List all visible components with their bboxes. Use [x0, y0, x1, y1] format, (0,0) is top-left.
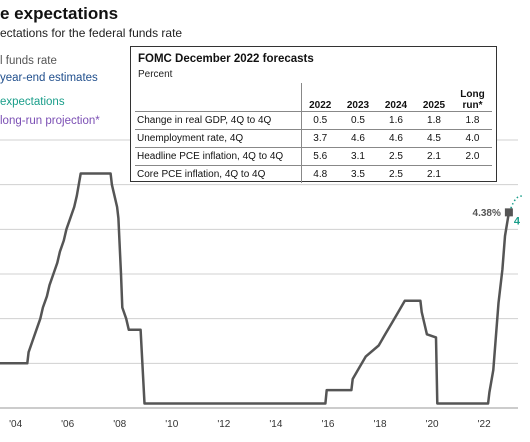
fed-funds-rate-line — [0, 172, 511, 405]
fomc-table-unit: Percent — [138, 69, 173, 80]
table-cell: 1.8 — [453, 111, 492, 130]
table-row: Change in real GDP, 4Q to 4Q 0.5 0.5 1.6… — [135, 111, 492, 130]
table-cell: 2.5 — [377, 165, 415, 183]
table-cell: 1.8 — [415, 111, 453, 130]
table-cell: 2.1 — [415, 147, 453, 166]
table-cell: 2.5 — [377, 147, 415, 166]
table-header-cell: 2025 — [422, 100, 446, 111]
table-cell: 4.0 — [453, 129, 492, 148]
table-cell: 4.6 — [339, 129, 377, 148]
legend-item-expectations: expectations — [0, 96, 65, 108]
table-row: Core PCE inflation, 4Q to 4Q 4.8 3.5 2.5… — [135, 165, 492, 183]
table-cell: 0.5 — [301, 111, 339, 130]
x-tick-label: '18 — [374, 419, 387, 430]
table-header-row: 2022 2023 2024 2025 Long run* — [135, 83, 492, 112]
expectations-label-fragment: 4 — [514, 215, 521, 227]
row-label: Core PCE inflation, 4Q to 4Q — [135, 165, 302, 183]
x-tick-label: '10 — [165, 419, 178, 430]
current-rate-label: 4.38% — [473, 208, 501, 219]
table-cell: 1.6 — [377, 111, 415, 130]
chart-annotations: 4 4.38% — [473, 195, 524, 227]
table-cell: 5.6 — [301, 147, 339, 166]
table-cell: 4.8 — [301, 165, 339, 183]
table-cell: 0.5 — [339, 111, 377, 130]
row-label: Change in real GDP, 4Q to 4Q — [135, 111, 302, 130]
fomc-table-title: FOMC December 2022 forecasts — [138, 53, 314, 65]
x-tick-label: '20 — [426, 419, 439, 430]
legend-item-year-end-estimates: year-end estimates — [0, 72, 98, 84]
table-cell — [453, 165, 492, 183]
table-cell: 3.5 — [339, 165, 377, 183]
table-cell: 3.7 — [301, 129, 339, 148]
table-cell: 2.0 — [453, 147, 492, 166]
table-header-blank — [135, 83, 302, 112]
table-cell: 3.1 — [339, 147, 377, 166]
fomc-forecast-table-box: FOMC December 2022 forecasts Percent 202… — [130, 46, 497, 183]
legend-item-long-run-projection: long-run projection* — [0, 115, 100, 127]
row-label: Unemployment rate, 4Q — [135, 129, 302, 148]
legend-item-funds-rate: l funds rate — [0, 55, 57, 67]
table-header-cell: Long run* — [460, 89, 485, 111]
table-cell: 4.5 — [415, 129, 453, 148]
table-cell: 4.6 — [377, 129, 415, 148]
x-tick-label: '12 — [217, 419, 230, 430]
x-axis: '04 '06 '08 '10 '12 '14 '16 '18 '20 '22 — [9, 419, 491, 430]
expectations-dotted-curve — [510, 195, 524, 209]
fomc-table: 2022 2023 2024 2025 Long run* Change in … — [135, 83, 492, 183]
table-header-cell: 2023 — [346, 100, 370, 111]
x-tick-label: '16 — [321, 419, 334, 430]
x-tick-label: '14 — [269, 419, 282, 430]
chart-series-layer — [0, 172, 511, 405]
page-subtitle: ectations for the federal funds rate — [0, 26, 183, 40]
x-tick-label: '22 — [478, 419, 491, 430]
x-tick-label: '04 — [9, 419, 22, 430]
table-row: Headline PCE inflation, 4Q to 4Q 5.6 3.1… — [135, 147, 492, 166]
x-tick-label: '08 — [113, 419, 126, 430]
page-title: e expectations — [0, 4, 119, 23]
table-cell: 2.1 — [415, 165, 453, 183]
row-label: Headline PCE inflation, 4Q to 4Q — [135, 147, 302, 166]
table-header-cell: 2022 — [309, 100, 332, 111]
x-tick-label: '06 — [61, 419, 74, 430]
table-header-cell: 2024 — [384, 100, 408, 111]
table-row: Unemployment rate, 4Q 3.7 4.6 4.6 4.5 4.… — [135, 129, 492, 148]
current-rate-marker — [504, 208, 513, 217]
